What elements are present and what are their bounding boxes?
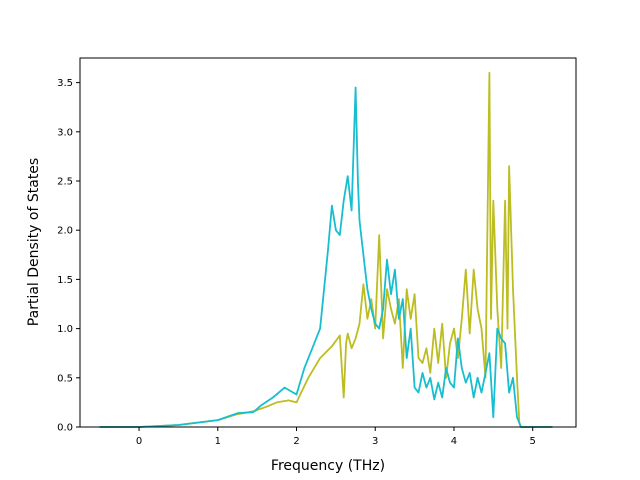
y-tick-label: 0.0 xyxy=(57,423,73,434)
x-tick-label: 2 xyxy=(293,436,299,447)
y-tick-label: 3.0 xyxy=(57,127,73,138)
y-tick-label: 3.5 xyxy=(57,78,73,89)
x-tick-label: 4 xyxy=(451,436,457,447)
plot-frame xyxy=(79,57,577,428)
y-tick-label: 2.5 xyxy=(57,177,73,188)
x-tick-label: 1 xyxy=(215,436,221,447)
series-line-1 xyxy=(99,71,553,428)
x-tick-label: 3 xyxy=(372,436,378,447)
x-tick-label: 0 xyxy=(136,436,142,447)
y-tick-label: 2.0 xyxy=(57,226,73,237)
y-axis-label: Partial Density of States xyxy=(26,158,42,326)
x-tick-label: 5 xyxy=(530,436,536,447)
x-axis-label: Frequency (THz) xyxy=(271,458,385,474)
y-tick-label: 0.5 xyxy=(57,373,73,384)
y-tick-label: 1.0 xyxy=(57,324,73,335)
series-layer xyxy=(99,71,553,428)
y-axis-ticks: 0.0 0.5 1.0 1.5 2.0 2.5 3.0 3.5 xyxy=(57,78,80,434)
series-line-2 xyxy=(99,86,553,428)
x-axis-ticks: 0 1 2 3 4 5 xyxy=(136,427,536,447)
y-tick-label: 1.5 xyxy=(57,275,73,286)
